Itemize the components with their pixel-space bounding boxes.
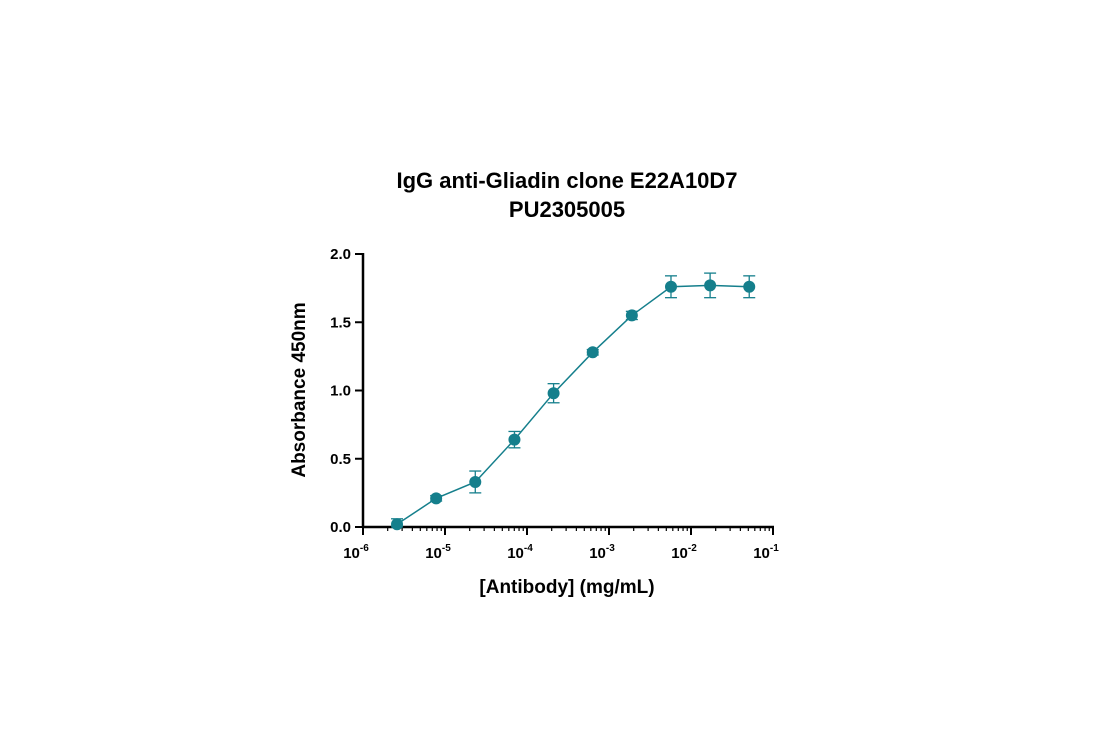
- y-axis-label: Absorbance 450nm: [289, 302, 310, 477]
- x-tick-label: 10-2: [671, 543, 697, 562]
- y-tick-label: 0.0: [330, 519, 351, 536]
- x-tick-base: 10: [753, 545, 770, 562]
- data-point: [743, 280, 756, 293]
- y-tick-label: 0.5: [330, 451, 351, 468]
- data-point: [704, 279, 717, 292]
- x-tick-label: 10-5: [425, 543, 451, 562]
- data-point: [469, 475, 482, 488]
- data-point: [547, 387, 560, 400]
- x-tick-label: 10-3: [589, 543, 615, 562]
- data-point: [664, 280, 677, 293]
- chart-title: IgG anti-Gliadin clone E22A10D7: [396, 168, 737, 193]
- axes: [361, 253, 774, 529]
- data-points: [391, 279, 756, 531]
- series-line-group: [396, 284, 750, 525]
- x-tick-exponent: -3: [606, 543, 615, 554]
- x-axis-label: [Antibody] (mg/mL): [479, 577, 654, 598]
- x-tick-label: 10-6: [343, 543, 369, 562]
- x-tick-base: 10: [425, 545, 442, 562]
- y-tick-label: 1.0: [330, 383, 351, 400]
- x-tick-exponent: -5: [442, 543, 451, 554]
- series-line: [396, 284, 750, 525]
- data-point: [625, 309, 638, 322]
- x-tick-label: 10-4: [507, 543, 533, 562]
- x-tick-base: 10: [589, 545, 606, 562]
- x-axis-ticks: 10-6 10-5 10-4 10-3 10-2 10-1: [343, 527, 779, 562]
- x-tick-exponent: -1: [770, 543, 779, 554]
- y-tick-label: 1.5: [330, 314, 351, 331]
- x-tick-base: 10: [671, 545, 688, 562]
- x-tick-exponent: -4: [524, 543, 533, 554]
- y-tick-label: 2.0: [330, 246, 351, 263]
- x-tick-base: 10: [343, 545, 360, 562]
- chart-subtitle: PU2305005: [509, 197, 625, 222]
- x-tick-label: 10-1: [753, 543, 779, 562]
- error-bars: [391, 272, 756, 528]
- data-point: [586, 346, 599, 359]
- x-tick-base: 10: [507, 545, 524, 562]
- data-point: [391, 518, 404, 531]
- data-point: [508, 433, 521, 446]
- data-point: [430, 492, 443, 505]
- y-axis-ticks: 0.0 0.5 1.0 1.5 2.0: [330, 246, 363, 536]
- x-tick-exponent: -2: [688, 543, 697, 554]
- x-tick-exponent: -6: [360, 543, 369, 554]
